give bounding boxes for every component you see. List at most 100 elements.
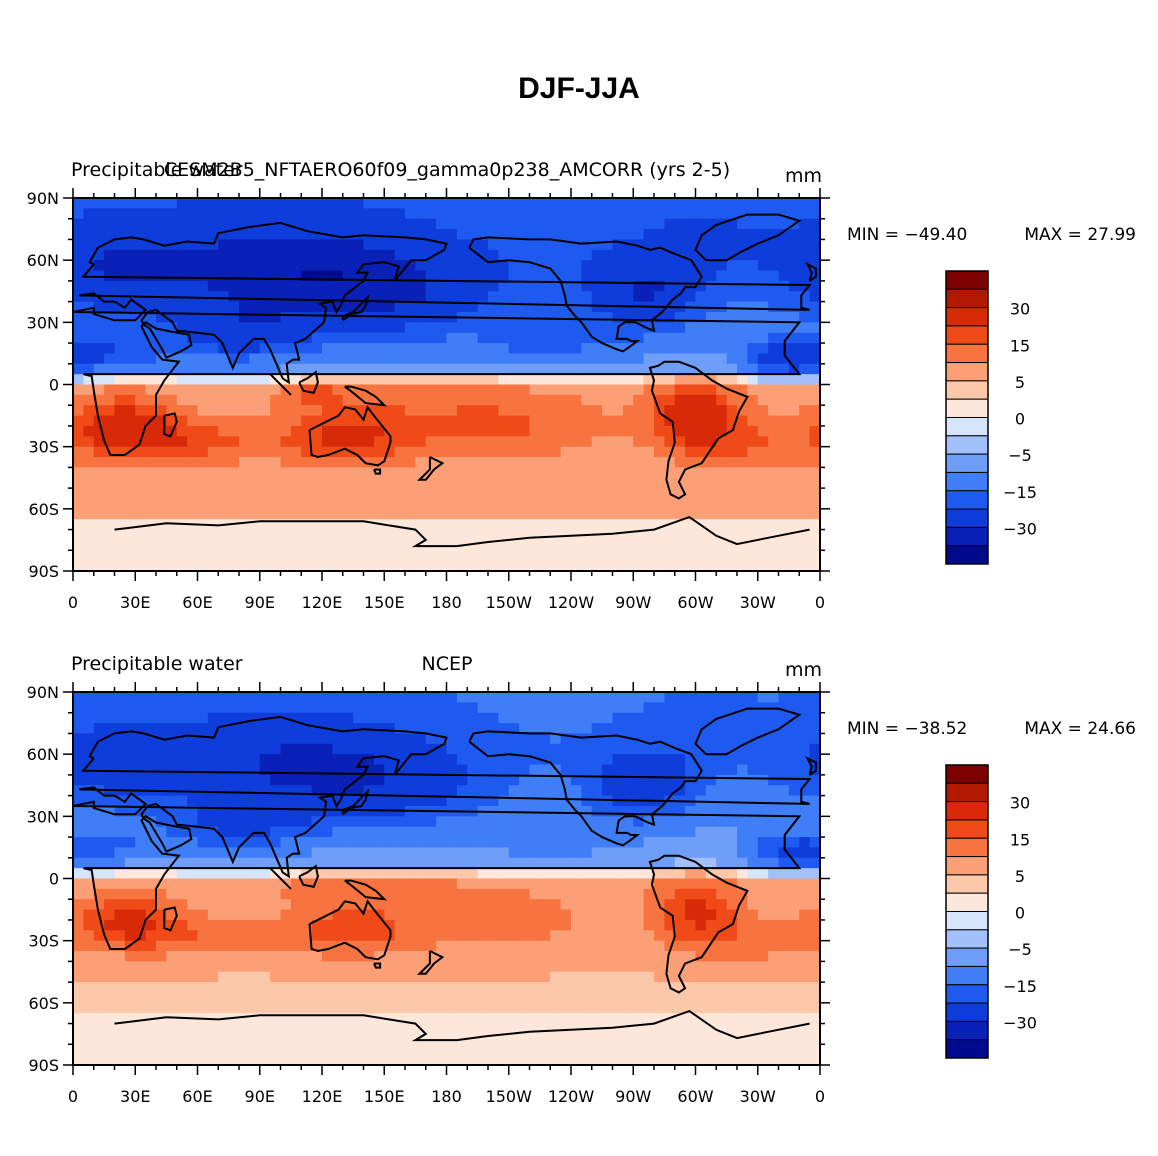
field-cell [685,868,697,880]
field-cell [778,857,790,869]
field-cell [456,930,468,942]
field-cell [633,457,645,468]
field-cell [124,743,136,755]
field-cell [114,363,126,375]
field-cell [270,961,282,973]
field-cell [259,343,271,355]
field-cell [373,539,385,551]
field-cell [436,343,448,355]
field-cell [239,940,250,952]
field-cell [322,940,333,952]
field-cell [373,353,385,365]
field-cell [322,218,333,230]
field-cell [788,878,800,890]
field-cell [301,384,313,396]
field-cell [695,550,707,562]
field-cell [695,467,707,479]
field-cell [456,692,468,703]
field-cell [633,229,645,241]
field-cell [311,712,323,724]
field-cell [249,550,261,562]
field-cell [477,733,489,745]
field-cell [778,899,790,911]
field-cell [145,837,157,849]
field-cell [135,847,147,859]
coastline [344,385,388,407]
field-cell [104,374,116,386]
field-cell [560,260,572,272]
field-cell [612,992,624,1004]
field-cell [156,878,167,890]
field-cell [280,343,292,355]
field-cell [498,405,510,417]
field-cell [529,301,541,313]
field-cell [560,374,572,386]
field-cell [539,374,551,386]
field-cell [612,477,624,489]
field-cell [145,1002,157,1014]
field-cell [799,878,811,890]
field-cell [446,992,458,1004]
field-cell [643,712,655,724]
field-cell [135,764,147,776]
field-cell [674,208,686,220]
field-cell [643,384,655,396]
field-cell [259,560,271,572]
field-cell [519,919,531,931]
field-cell [218,733,230,745]
field-cell [425,280,437,292]
field-cell [259,229,271,241]
field-cell [705,847,717,859]
field-cell [654,519,665,531]
field-cell [166,868,178,880]
field-cell [176,229,188,241]
field-cell [529,847,541,859]
field-cell [726,857,738,869]
field-cell [757,332,769,344]
field-cell [73,508,84,520]
field-cell [799,332,811,344]
field-cell [135,837,147,849]
field-cell [809,539,821,551]
field-cell [477,446,489,458]
field-cell [124,384,136,396]
field-cell [633,837,645,849]
field-cell [270,291,282,303]
field-cell [332,743,344,755]
field-cell [705,805,717,817]
field-cell [726,488,738,500]
field-cell [643,560,655,572]
field-cell [425,405,437,417]
field-cell [259,930,271,942]
field-cell [124,477,136,489]
colorbar-swatch [945,398,989,419]
field-cell [788,795,800,807]
field-cell [93,899,105,911]
field-cell [156,467,167,479]
field-cell [446,816,458,828]
field-cell [353,457,365,468]
field-cell [394,764,406,776]
field-cell [83,550,95,562]
field-cell [446,774,458,786]
field-cell [446,930,458,942]
field-cell [187,774,199,786]
field-cell [508,847,520,859]
field-cell [353,374,365,386]
field-cell [332,919,344,931]
field-cell [654,805,665,817]
field-cell [384,764,396,776]
field-cell [550,940,562,952]
field-cell [809,208,821,220]
field-cell [166,847,178,859]
field-cell [581,857,593,869]
field-cell [788,930,800,942]
field-cell [550,971,562,983]
field-cell [674,930,686,942]
field-cell [581,837,593,849]
field-cell [259,208,271,220]
field-cell [332,930,344,942]
field-cell [405,743,416,755]
field-cell [809,384,821,396]
field-cell [363,415,375,427]
